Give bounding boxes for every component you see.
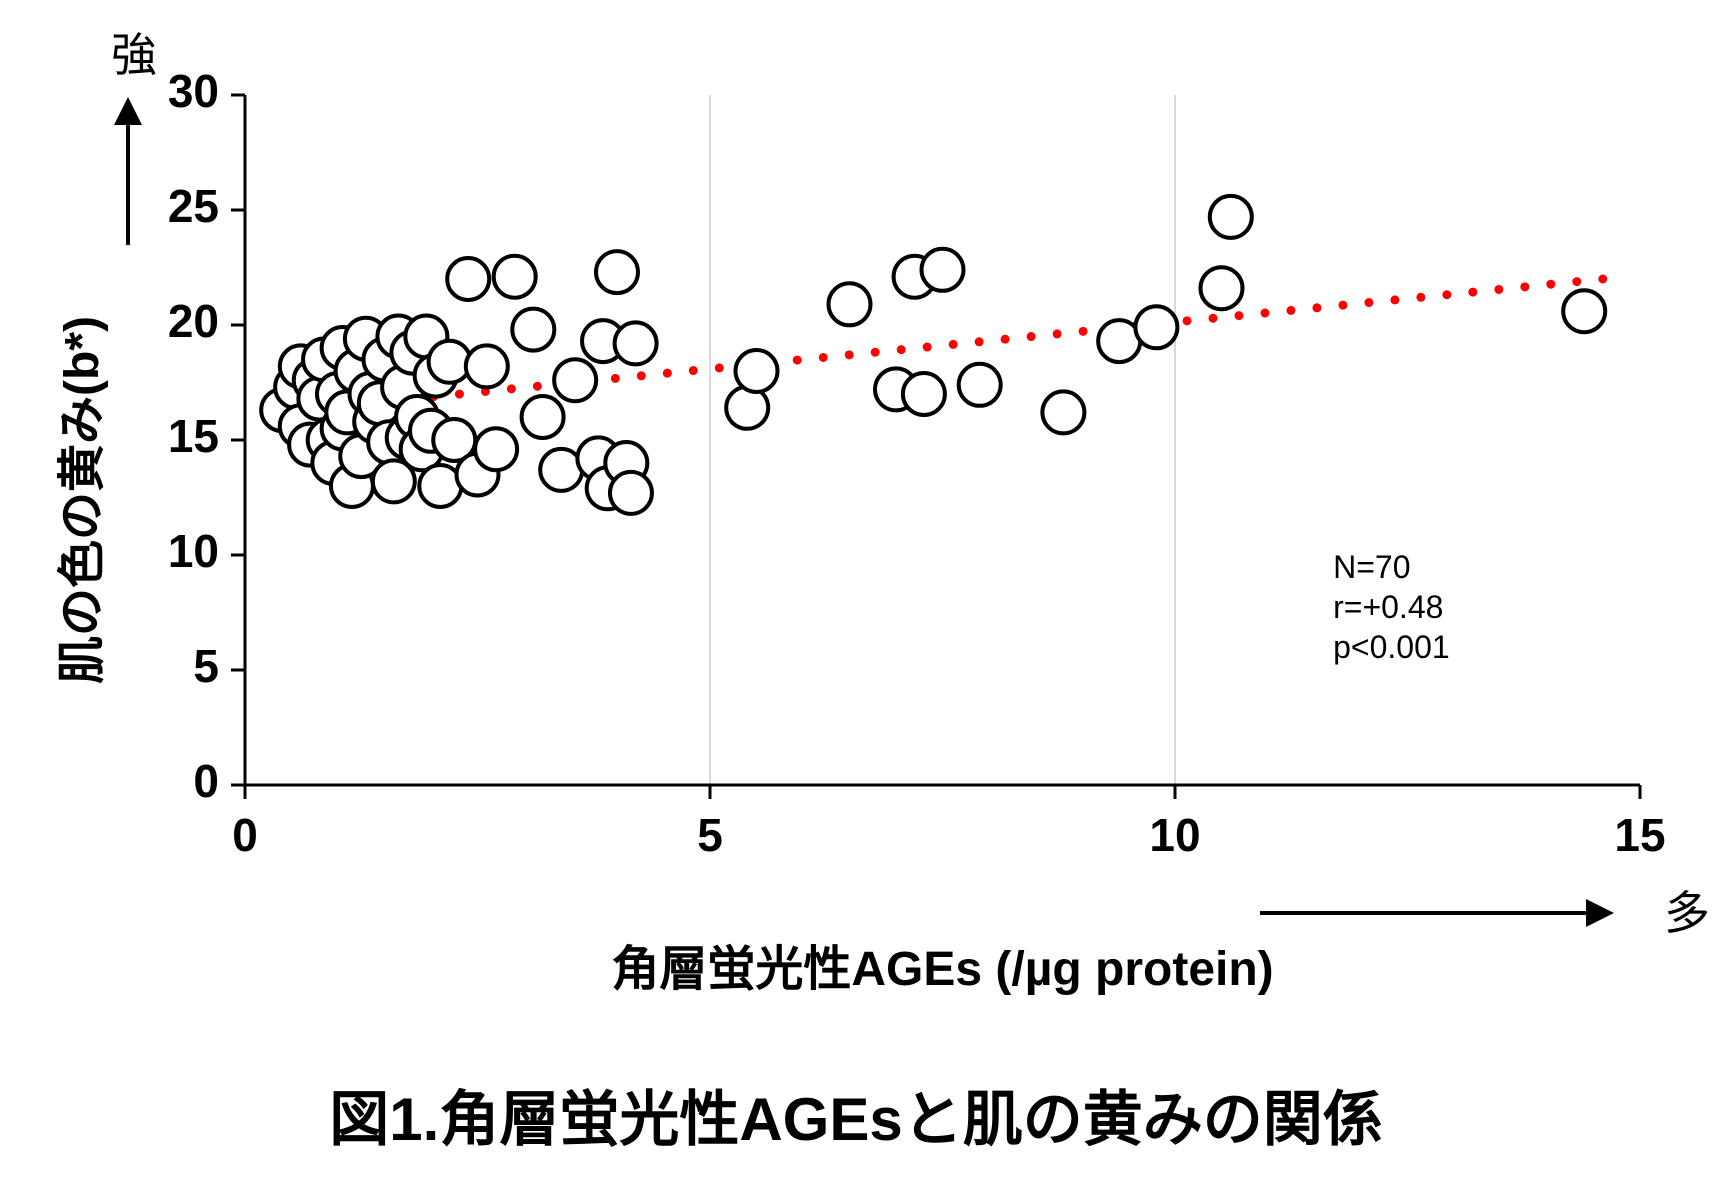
trend-dot — [533, 382, 542, 391]
trend-dot — [1442, 290, 1451, 299]
trend-dot — [1338, 301, 1347, 310]
figure-caption: 図1.角層蛍光性AGEsと肌の黄みの関係 — [329, 1086, 1382, 1153]
trend-dot — [923, 343, 932, 352]
trend-dot — [975, 337, 984, 346]
trend-dot — [715, 363, 724, 372]
x-axis-label: 角層蛍光性AGEs (/µg protein) — [611, 943, 1273, 996]
x-tick-label: 5 — [697, 809, 723, 861]
data-point — [466, 345, 508, 387]
trend-dot — [637, 371, 646, 380]
trend-dot — [455, 390, 464, 399]
data-point — [610, 472, 652, 514]
trend-dot — [1364, 298, 1373, 307]
data-point — [494, 256, 536, 298]
stats-line: p<0.001 — [1333, 629, 1450, 665]
data-point — [1135, 306, 1177, 348]
data-point — [615, 322, 657, 364]
trend-dot — [845, 350, 854, 359]
data-point — [1201, 267, 1243, 309]
data-point — [922, 249, 964, 291]
trend-dot — [611, 374, 620, 383]
x-tick-label: 10 — [1149, 809, 1200, 861]
trend-dot — [819, 353, 828, 362]
data-point — [1210, 196, 1252, 238]
trend-dot — [689, 366, 698, 375]
chart-background — [0, 0, 1712, 1199]
trend-dot — [949, 340, 958, 349]
trend-dot — [1235, 311, 1244, 320]
trend-dot — [897, 345, 906, 354]
trend-dot — [1572, 277, 1581, 286]
data-point — [1042, 391, 1084, 433]
data-point — [959, 364, 1001, 406]
trend-dot — [1520, 282, 1529, 291]
y-axis-label: 肌の色の黄み(b*) — [56, 316, 109, 684]
y-tick-label: 15 — [168, 410, 219, 462]
scatter-chart: 0 5 10 15 20 25 30 0 5 10 15 肌の色の黄み(b*) 強角層蛍光性AGEs (… — [0, 0, 1712, 1199]
trend-dot — [1079, 327, 1088, 336]
data-point — [829, 283, 871, 325]
trend-dot — [1183, 316, 1192, 325]
data-point — [554, 359, 596, 401]
data-point — [736, 350, 778, 392]
trend-dot — [1494, 285, 1503, 294]
y-tick-label: 30 — [168, 65, 219, 117]
trend-dot — [871, 348, 880, 357]
trend-dot — [793, 356, 802, 365]
trend-dot — [1001, 335, 1010, 344]
trend-dot — [663, 369, 672, 378]
trend-dot — [1209, 314, 1218, 323]
trend-dot — [1286, 306, 1295, 315]
trend-dot — [1598, 275, 1607, 284]
data-point — [447, 258, 489, 300]
data-point — [1563, 290, 1605, 332]
trend-dot — [1546, 280, 1555, 289]
y-tick-label: 0 — [193, 755, 219, 807]
y-arrow-label: 強 — [111, 29, 157, 81]
stats-line: N=70 — [1333, 549, 1410, 585]
x-tick-label: 15 — [1614, 809, 1665, 861]
data-point — [596, 251, 638, 293]
trend-dot — [507, 384, 516, 393]
trend-dot — [1468, 288, 1477, 297]
x-arrow-label: 多 — [1664, 887, 1710, 939]
trend-dot — [1416, 293, 1425, 302]
y-tick-label: 20 — [168, 295, 219, 347]
data-point — [903, 373, 945, 415]
y-tick-label: 25 — [168, 180, 219, 232]
trend-dot — [1027, 332, 1036, 341]
data-point — [522, 396, 564, 438]
trend-dot — [1390, 295, 1399, 304]
trend-dot — [1312, 303, 1321, 312]
x-tick-label: 0 — [232, 809, 258, 861]
y-tick-label: 10 — [168, 525, 219, 577]
stats-line: r=+0.48 — [1333, 589, 1443, 625]
data-point — [475, 428, 517, 470]
trend-dot — [1260, 309, 1269, 318]
trend-dot — [1053, 329, 1062, 338]
data-point — [512, 309, 554, 351]
y-tick-label: 5 — [193, 640, 219, 692]
